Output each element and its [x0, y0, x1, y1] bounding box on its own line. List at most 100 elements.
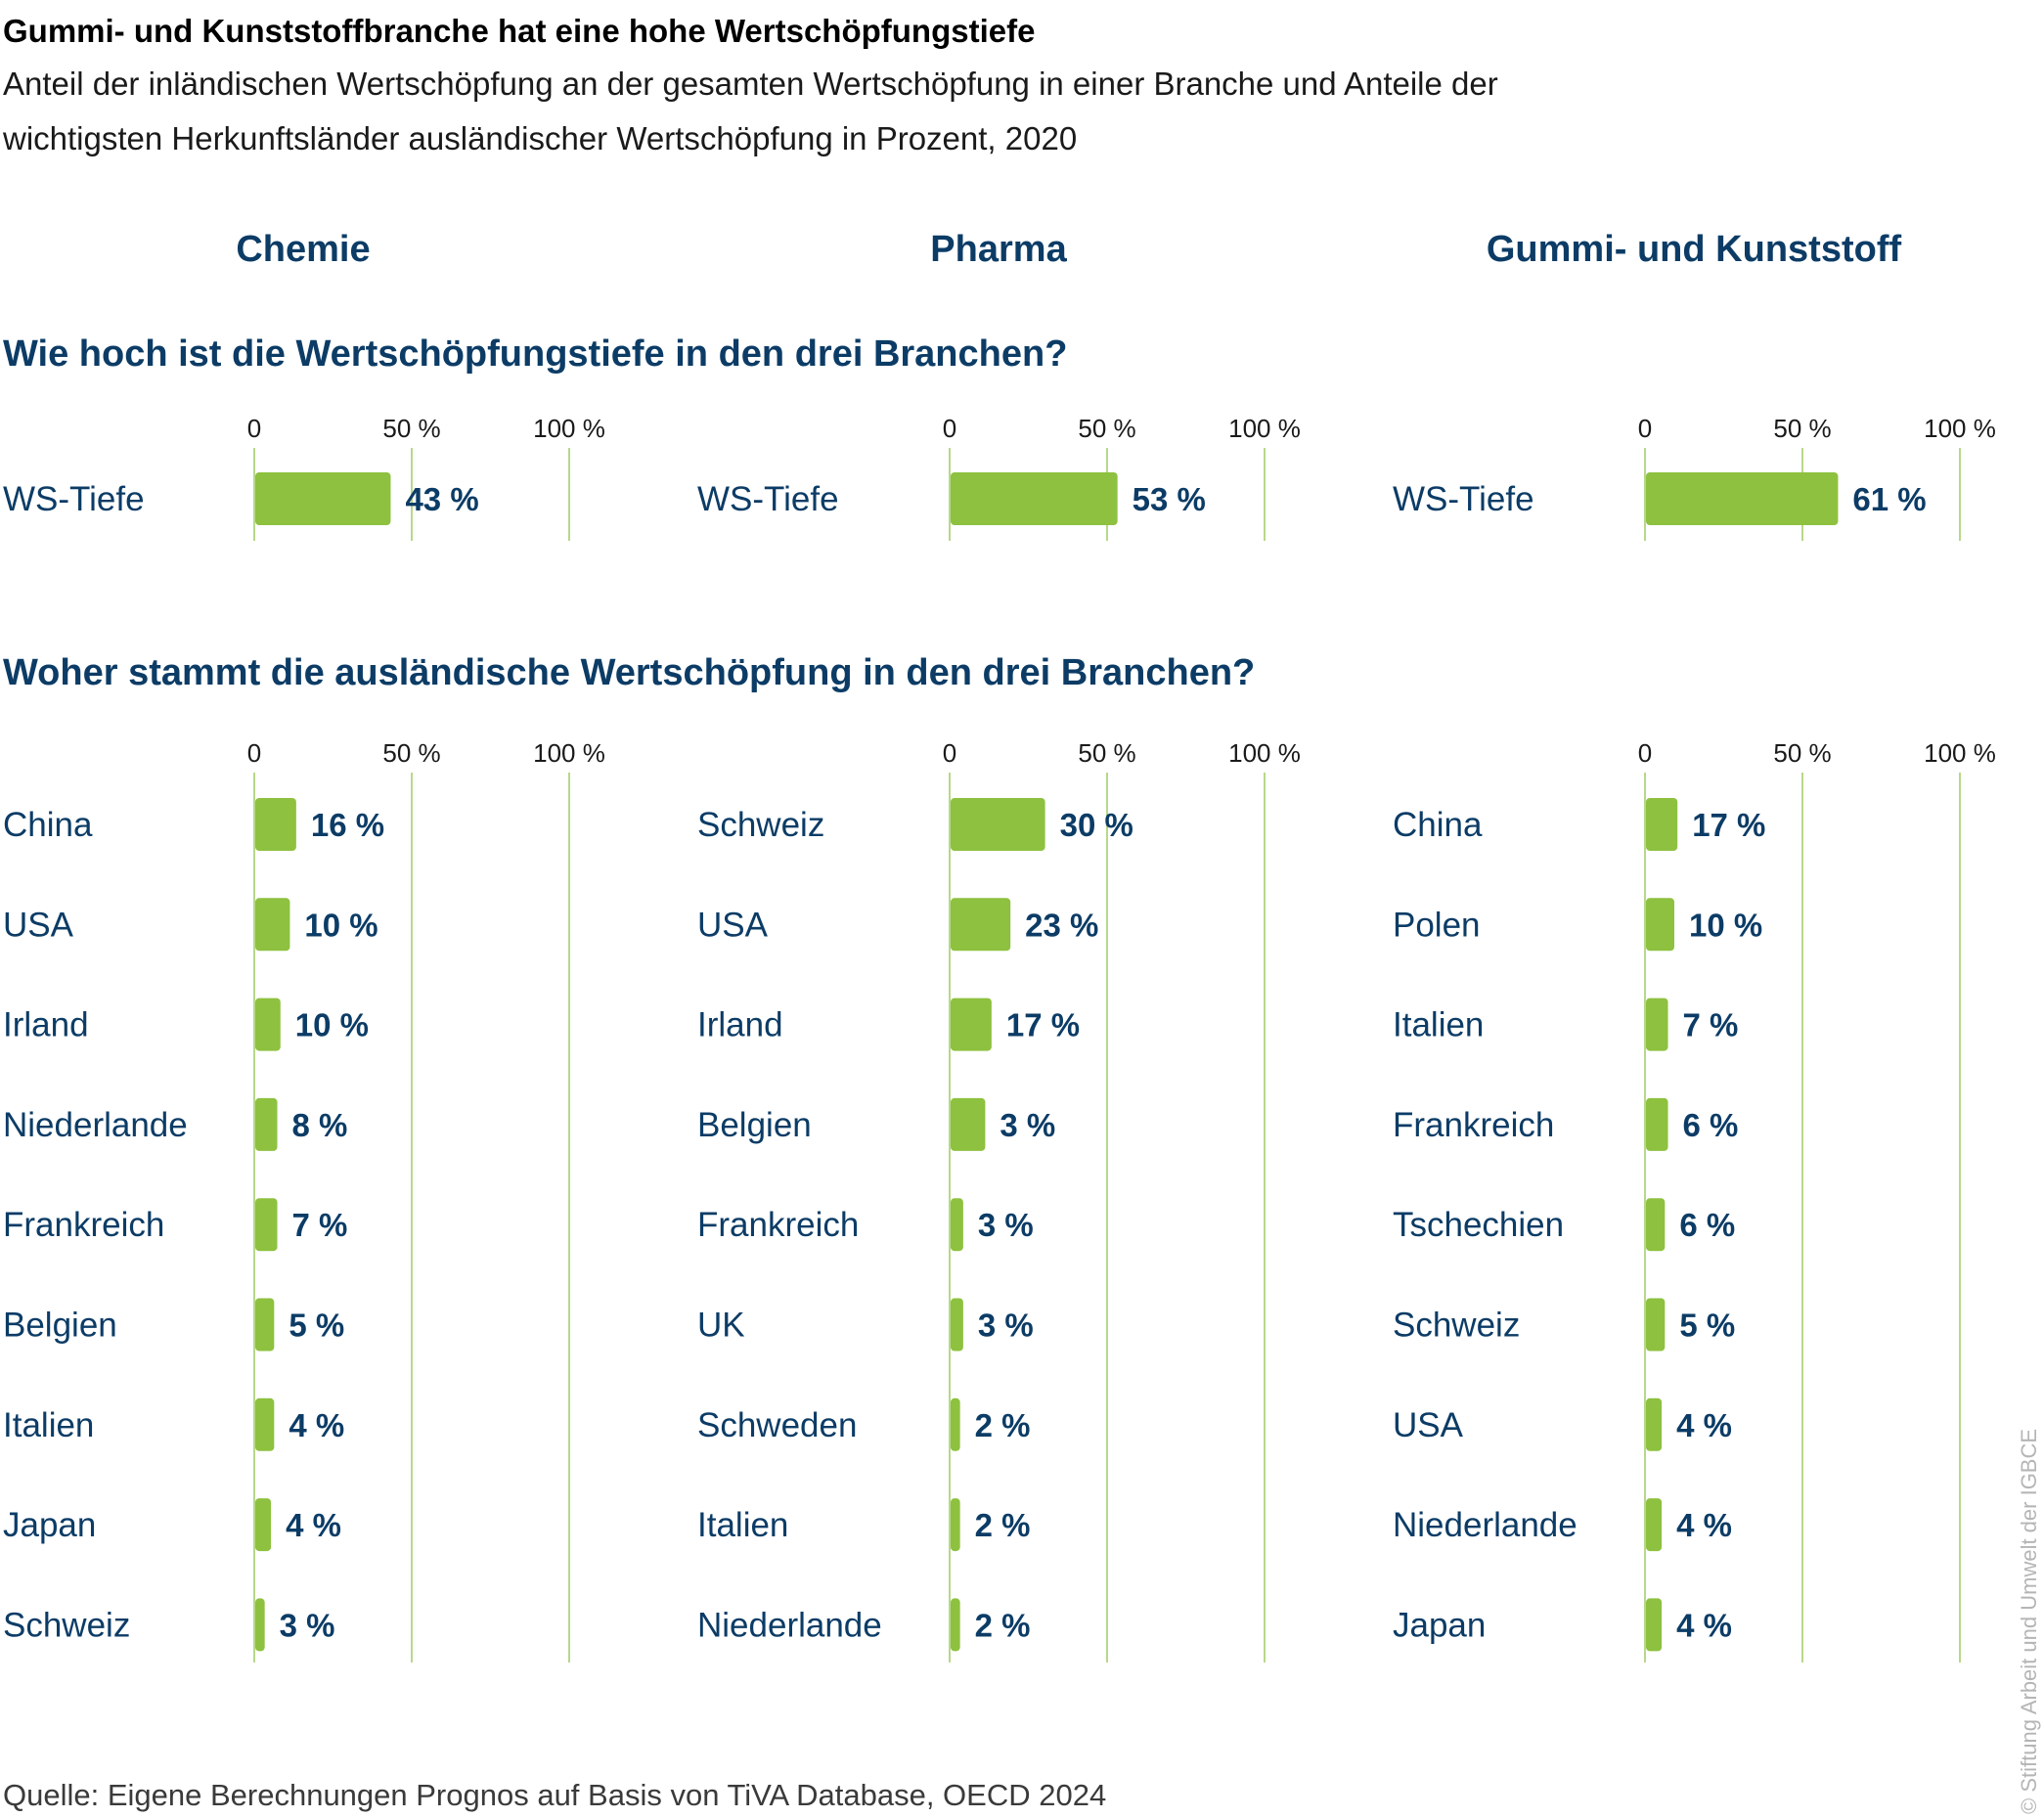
herkunft-pharma-bar-belgien: [951, 1097, 986, 1151]
ws-chemie-tick-label-0: 0: [247, 414, 261, 443]
herkunft-pharma-value-label-usa: 23 %: [1025, 907, 1098, 943]
herkunft-pharma-value-label-schweiz: 30 %: [1060, 807, 1133, 843]
herkunft-chemie-bar-irland: [255, 998, 281, 1051]
column-header-chemie: Chemie: [236, 229, 370, 270]
source-note: Quelle: Eigene Berechnungen Prognos auf …: [3, 1778, 1106, 1812]
herkunft-gummi-und-kunststoff-value-label-italien: 7 %: [1683, 1007, 1739, 1043]
herkunft-pharma-bar-italien: [951, 1498, 960, 1552]
chart-subtitle-line1: Anteil der inländischen Wertschöpfung an…: [3, 66, 1498, 102]
copyright-note: © Stiftung Arbeit und Umwelt der IGBCE: [2017, 1429, 2041, 1814]
herkunft-gummi-und-kunststoff-value-label-japan: 4 %: [1676, 1607, 1732, 1643]
herkunft-pharma-bar-schweiz: [951, 798, 1045, 851]
herkunft-gummi-und-kunststoff-bar-frankreich: [1646, 1097, 1668, 1151]
herkunft-gummi-und-kunststoff-value-label-polen: 10 %: [1689, 907, 1762, 943]
herkunft-chemie-value-label-usa: 10 %: [304, 907, 378, 943]
herkunft-chemie-value-label-frankreich: 7 %: [292, 1207, 348, 1243]
ws-pharma-bar-ws-tiefe: [951, 472, 1118, 525]
herkunft-pharma-category-belgien: Belgien: [697, 1106, 812, 1144]
herkunft-pharma-bar-niederlande: [951, 1598, 960, 1652]
herkunft-gummi-und-kunststoff-category-schweiz: Schweiz: [1393, 1307, 1520, 1345]
herkunft-chemie-value-label-niederlande: 8 %: [292, 1107, 348, 1143]
herkunft-gummi-und-kunststoff-tick-label-0: 0: [1638, 738, 1652, 768]
herkunft-pharma-category-irland: Irland: [697, 1006, 783, 1044]
herkunft-pharma-category-uk: UK: [697, 1307, 745, 1345]
herkunft-chemie-bar-frankreich: [255, 1198, 278, 1252]
herkunft-gummi-und-kunststoff-bar-italien: [1646, 998, 1668, 1051]
ws-gummi-und-kunststoff-value-label-ws-tiefe: 61 %: [1852, 481, 1926, 517]
herkunft-gummi-und-kunststoff-tick-label-50: 50 %: [1773, 738, 1831, 768]
herkunft-chemie-value-label-italien: 4 %: [289, 1407, 344, 1443]
herkunft-chemie-category-china: China: [3, 806, 93, 844]
column-header-pharma: Pharma: [930, 229, 1067, 270]
herkunft-pharma-bar-uk: [951, 1298, 963, 1352]
herkunft-pharma-bar-schweden: [951, 1397, 960, 1451]
herkunft-gummi-und-kunststoff-bar-niederlande: [1646, 1498, 1663, 1552]
ws-gummi-und-kunststoff-tick-label-100: 100 %: [1924, 414, 1996, 443]
herkunft-pharma-bar-irland: [951, 998, 992, 1051]
section-title-ws-tiefe: Wie hoch ist die Wertschöpfungstiefe in …: [3, 333, 1067, 375]
herkunft-chemie-bar-usa: [255, 898, 290, 952]
ws-pharma-category-ws-tiefe: WS-Tiefe: [697, 480, 839, 518]
ws-chemie-value-label-ws-tiefe: 43 %: [405, 481, 478, 517]
herkunft-gummi-und-kunststoff-tick-label-100: 100 %: [1924, 738, 1996, 768]
herkunft-pharma-value-label-schweden: 2 %: [975, 1407, 1031, 1443]
section-title-herkunft: Woher stammt die ausländische Wertschöpf…: [3, 652, 1255, 693]
herkunft-gummi-und-kunststoff-bar-tschechien: [1646, 1198, 1666, 1252]
herkunft-gummi-und-kunststoff-category-usa: USA: [1393, 1406, 1464, 1444]
ws-pharma-tick-label-50: 50 %: [1078, 414, 1135, 443]
herkunft-gummi-und-kunststoff-bar-china: [1646, 798, 1678, 851]
ws-chemie-bar-ws-tiefe: [255, 472, 391, 525]
herkunft-pharma-tick-label-100: 100 %: [1228, 738, 1301, 768]
herkunft-pharma-category-frankreich: Frankreich: [697, 1206, 859, 1244]
herkunft-chemie-bar-japan: [255, 1498, 272, 1552]
herkunft-chemie-tick-label-50: 50 %: [382, 738, 440, 768]
herkunft-pharma-category-schweden: Schweden: [697, 1406, 857, 1444]
herkunft-pharma-category-schweiz: Schweiz: [697, 806, 824, 844]
herkunft-gummi-und-kunststoff-bar-polen: [1646, 898, 1674, 952]
herkunft-chemie-category-niederlande: Niederlande: [3, 1106, 188, 1144]
herkunft-pharma-value-label-belgien: 3 %: [1000, 1107, 1055, 1143]
ws-gummi-und-kunststoff-tick-label-50: 50 %: [1773, 414, 1831, 443]
ws-chemie-category-ws-tiefe: WS-Tiefe: [3, 480, 145, 518]
ws-gummi-und-kunststoff-bar-ws-tiefe: [1646, 472, 1839, 525]
herkunft-chemie-category-irland: Irland: [3, 1006, 89, 1044]
herkunft-pharma-value-label-frankreich: 3 %: [978, 1207, 1034, 1243]
herkunft-gummi-und-kunststoff-value-label-tschechien: 6 %: [1679, 1207, 1735, 1243]
herkunft-pharma-category-italien: Italien: [697, 1506, 788, 1544]
herkunft-pharma-category-niederlande: Niederlande: [697, 1606, 882, 1644]
herkunft-pharma-category-usa: USA: [697, 906, 769, 944]
herkunft-chemie-category-schweiz: Schweiz: [3, 1606, 130, 1644]
chart-panels: 0 50 % 100 % WS-Tiefe 43 % 0 50 % 100 % WS-Tiefe…: [3, 414, 1996, 1663]
herkunft-pharma-value-label-uk: 3 %: [978, 1308, 1034, 1344]
herkunft-chemie-category-usa: USA: [3, 906, 74, 944]
herkunft-pharma-value-label-irland: 17 %: [1006, 1007, 1080, 1043]
herkunft-pharma-bar-frankreich: [951, 1198, 963, 1252]
ws-chemie-tick-label-50: 50 %: [382, 414, 440, 443]
herkunft-gummi-und-kunststoff-category-china: China: [1393, 806, 1483, 844]
herkunft-chemie-category-frankreich: Frankreich: [3, 1206, 164, 1244]
herkunft-gummi-und-kunststoff-value-label-niederlande: 4 %: [1676, 1507, 1732, 1543]
herkunft-gummi-und-kunststoff-category-italien: Italien: [1393, 1006, 1484, 1044]
herkunft-chemie-tick-label-100: 100 %: [533, 738, 605, 768]
herkunft-chemie-tick-label-0: 0: [247, 738, 261, 768]
herkunft-gummi-und-kunststoff-category-polen: Polen: [1393, 906, 1481, 944]
herkunft-gummi-und-kunststoff-category-niederlande: Niederlande: [1393, 1506, 1577, 1544]
herkunft-gummi-und-kunststoff-bar-schweiz: [1646, 1298, 1666, 1352]
herkunft-gummi-und-kunststoff-value-label-usa: 4 %: [1676, 1407, 1732, 1443]
herkunft-chemie-category-belgien: Belgien: [3, 1307, 117, 1345]
ws-pharma-tick-label-100: 100 %: [1228, 414, 1301, 443]
herkunft-pharma-value-label-niederlande: 2 %: [975, 1607, 1031, 1643]
herkunft-chemie-bar-china: [255, 798, 296, 851]
herkunft-chemie-value-label-china: 16 %: [311, 807, 384, 843]
herkunft-gummi-und-kunststoff-category-frankreich: Frankreich: [1393, 1106, 1554, 1144]
herkunft-chemie-category-italien: Italien: [3, 1406, 94, 1444]
herkunft-chemie-bar-belgien: [255, 1298, 275, 1352]
herkunft-pharma-bar-usa: [951, 898, 1011, 952]
column-header-gummi: Gummi- und Kunststoff: [1487, 229, 1902, 270]
herkunft-gummi-und-kunststoff-value-label-schweiz: 5 %: [1679, 1308, 1735, 1344]
ws-pharma-tick-label-0: 0: [943, 414, 956, 443]
herkunft-chemie-value-label-schweiz: 3 %: [280, 1607, 335, 1643]
herkunft-gummi-und-kunststoff-bar-usa: [1646, 1397, 1663, 1451]
herkunft-chemie-value-label-irland: 10 %: [295, 1007, 369, 1043]
